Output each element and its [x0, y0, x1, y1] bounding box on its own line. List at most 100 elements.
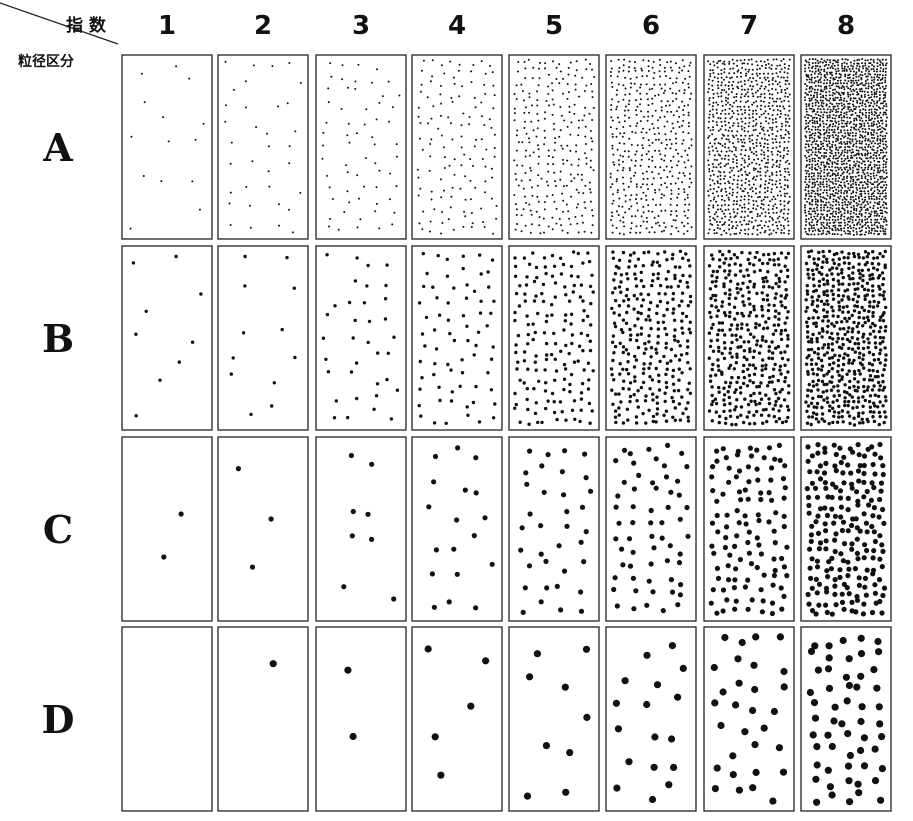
- dot: [850, 79, 853, 82]
- dot: [836, 137, 839, 140]
- dot: [886, 116, 888, 119]
- dot: [567, 351, 571, 356]
- dot: [735, 155, 738, 158]
- dot: [808, 229, 811, 232]
- dot: [723, 63, 726, 66]
- dot: [817, 233, 820, 236]
- dot: [734, 405, 738, 409]
- dot: [658, 224, 661, 227]
- dot: [712, 166, 715, 168]
- dot: [559, 106, 562, 108]
- dot: [845, 125, 848, 127]
- dot: [538, 67, 540, 70]
- dot: [864, 80, 867, 82]
- dot: [625, 310, 629, 315]
- dot: [449, 206, 452, 209]
- dot: [810, 99, 813, 102]
- dot: [612, 161, 615, 164]
- dot: [858, 126, 861, 129]
- dot: [663, 66, 666, 69]
- dot: [832, 261, 836, 266]
- dot: [610, 75, 612, 77]
- dot: [843, 141, 846, 144]
- dot: [870, 261, 874, 266]
- dot: [860, 229, 863, 232]
- dot: [363, 123, 366, 126]
- dot: [856, 91, 859, 94]
- dot: [728, 328, 732, 332]
- dot: [851, 110, 854, 113]
- dot: [717, 390, 721, 394]
- dot: [748, 134, 751, 137]
- dot: [515, 98, 518, 100]
- dot: [821, 260, 825, 264]
- dot: [832, 123, 835, 125]
- dot: [562, 199, 565, 202]
- dot: [814, 101, 817, 104]
- dot: [861, 220, 864, 223]
- dot: [843, 112, 846, 115]
- dot: [847, 74, 850, 77]
- dot: [858, 156, 861, 159]
- dot: [755, 409, 759, 414]
- dot: [812, 190, 815, 193]
- dot: [829, 108, 832, 111]
- dot: [686, 387, 690, 392]
- dot: [728, 414, 733, 418]
- panel-a-3: [315, 54, 407, 240]
- dot: [744, 122, 747, 125]
- dot: [426, 96, 429, 99]
- dot: [724, 182, 726, 185]
- dot: [783, 208, 786, 211]
- dot: [867, 224, 869, 227]
- dot: [658, 70, 661, 73]
- dot: [752, 227, 755, 230]
- dot: [884, 233, 887, 236]
- dot: [513, 310, 517, 315]
- dot: [839, 79, 842, 82]
- dot: [836, 369, 840, 374]
- dot: [804, 181, 807, 184]
- dot: [877, 169, 880, 172]
- dot: [670, 257, 675, 261]
- dot: [823, 65, 826, 67]
- dot: [353, 279, 358, 283]
- dot: [863, 90, 866, 93]
- dot: [735, 134, 738, 137]
- dot: [731, 150, 734, 153]
- dot: [625, 407, 630, 411]
- dot: [826, 78, 829, 81]
- dot: [849, 97, 852, 100]
- dot: [751, 233, 754, 235]
- panel-frame: [217, 245, 309, 431]
- dot: [388, 120, 390, 123]
- dot: [688, 75, 691, 78]
- dot: [752, 391, 756, 396]
- dot: [882, 160, 885, 163]
- dot: [879, 149, 882, 151]
- dot: [834, 229, 837, 232]
- dot: [779, 203, 782, 206]
- dot: [868, 332, 872, 336]
- dot: [840, 181, 843, 184]
- dot: [374, 162, 377, 165]
- dot: [681, 256, 685, 260]
- dot: [639, 164, 642, 167]
- dot: [708, 99, 711, 102]
- dot: [762, 198, 765, 201]
- dot: [733, 96, 735, 99]
- dot: [617, 304, 622, 308]
- dot: [816, 223, 818, 226]
- dot: [754, 109, 757, 112]
- dot: [866, 178, 869, 181]
- dot: [760, 373, 764, 378]
- dot: [850, 201, 853, 204]
- dot: [624, 294, 629, 298]
- dot: [852, 216, 854, 219]
- dot: [850, 151, 853, 154]
- dot: [831, 134, 834, 137]
- dot: [741, 141, 744, 144]
- dot: [727, 154, 730, 157]
- dot: [680, 326, 684, 330]
- dot: [688, 177, 691, 180]
